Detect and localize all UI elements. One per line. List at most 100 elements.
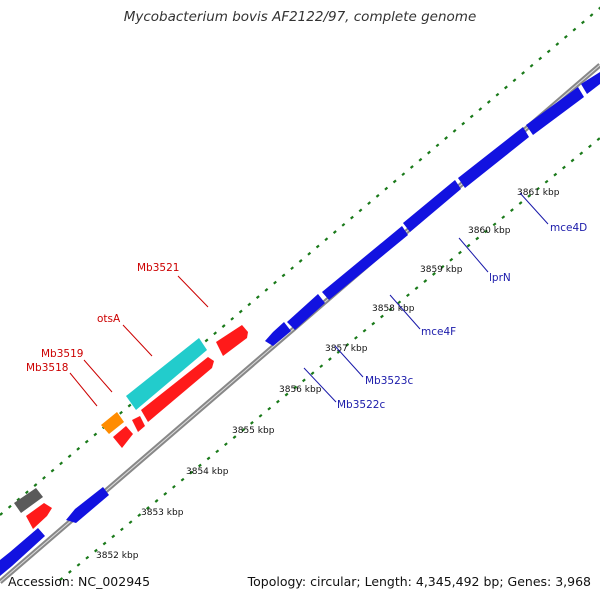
outer-ring-tick — [401, 172, 406, 177]
inner-ring-tick — [371, 321, 376, 326]
gene-Mb3519[interactable] — [113, 426, 133, 448]
outer-ring-tick — [478, 107, 483, 112]
leader-mce4F — [389, 294, 421, 330]
gene-Mb3518[interactable] — [101, 412, 124, 434]
inner-ring-tick — [484, 229, 488, 234]
inner-ring-tick — [85, 555, 90, 560]
outer-ring-tick — [426, 150, 431, 155]
gene-otsA[interactable] — [126, 338, 207, 410]
scale-label-3855: 3855 kbp — [232, 426, 275, 436]
scale-label-3854: 3854 kbp — [186, 467, 229, 477]
gene-reverse-1[interactable] — [0, 528, 45, 576]
gene-reverse-3[interactable] — [265, 322, 291, 346]
inner-ring-tick — [163, 491, 168, 496]
outer-ring-tick — [555, 42, 560, 46]
outer-ring-tick — [435, 143, 440, 148]
inner-ring-tick — [570, 158, 575, 163]
outer-ring-tick — [16, 497, 21, 502]
inner-ring-tick — [197, 463, 202, 468]
outer-ring-tick — [341, 222, 346, 227]
gene-reverse-9[interactable] — [581, 72, 600, 94]
outer-ring-tick — [247, 302, 252, 307]
gene-forward-long[interactable] — [141, 357, 214, 422]
outer-ring-tick — [42, 475, 46, 480]
inner-ring-tick — [492, 222, 497, 227]
scale-label-3861: 3861 kbp — [517, 188, 560, 198]
outer-ring-tick — [7, 504, 12, 509]
inner-ring-tick — [267, 406, 272, 411]
inner-ring-tick — [310, 371, 315, 376]
inner-ring-tick — [423, 279, 428, 283]
inner-ring-tick — [562, 165, 566, 170]
inner-ring-tick — [137, 513, 142, 518]
gene-Mb3521[interactable] — [216, 325, 248, 356]
label-Mb3521: Mb3521 — [137, 262, 179, 274]
outer-ring-tick — [529, 63, 534, 68]
inner-ring-tick — [406, 293, 410, 298]
inner-ring-tick — [518, 201, 523, 205]
outer-ring-tick — [84, 439, 89, 444]
inner-ring-tick — [258, 413, 263, 418]
outer-ring-tick — [350, 215, 354, 220]
outer-ring-tick — [76, 447, 81, 451]
label-otsA: otsA — [97, 313, 121, 325]
scale-label-3856: 3856 kbp — [279, 385, 322, 395]
inner-ring-tick — [510, 208, 514, 212]
label-Mb3522c: Mb3522c — [337, 399, 385, 411]
inner-ring-tick — [284, 392, 289, 397]
outer-ring-tick — [298, 259, 303, 263]
outer-ring-tick — [33, 483, 38, 487]
outer-ring-tick — [315, 244, 320, 249]
inner-ring-tick — [553, 172, 558, 177]
leader-otsA — [122, 324, 153, 357]
gene-reverse-2[interactable] — [66, 487, 109, 523]
leader-Mb3521 — [177, 275, 209, 308]
outer-ring-tick — [290, 266, 295, 271]
label-Mb3518: Mb3518 — [26, 362, 68, 374]
scale-label-3857: 3857 kbp — [325, 344, 368, 354]
leader-Mb3522c — [303, 367, 337, 403]
outer-ring-tick — [418, 157, 423, 162]
inner-ring-tick — [189, 470, 194, 475]
scale-label-3852: 3852 kbp — [96, 551, 139, 561]
gene-reverse-6[interactable] — [403, 180, 461, 232]
inner-ring-tick — [111, 534, 116, 539]
scale-label-3853: 3853 kbp — [141, 508, 184, 518]
outer-ring-tick — [255, 295, 260, 299]
gene-reverse-7[interactable] — [458, 127, 529, 188]
accession-info: Accession: NC_002945 — [8, 574, 151, 589]
genome-summary: Topology: circular; Length: 4,345,492 bp… — [247, 574, 591, 589]
inner-ring-tick — [275, 399, 280, 404]
outer-ring-tick — [93, 432, 98, 437]
inner-ring-tick — [457, 250, 462, 255]
scale-label-3858: 3858 kbp — [372, 304, 415, 314]
label-lprN: lprN — [489, 272, 511, 284]
gene-reverse-5[interactable] — [322, 226, 408, 300]
gene-forward-small[interactable] — [132, 416, 145, 432]
inner-ring-tick — [345, 343, 350, 347]
outer-ring-tick — [67, 454, 72, 459]
gene-forward-1[interactable] — [26, 503, 52, 529]
outer-ring-tick — [444, 136, 449, 140]
inner-ring-tick — [249, 421, 254, 425]
outer-ring-tick — [581, 20, 585, 25]
inner-ring-tick — [327, 357, 332, 361]
outer-ring-tick — [503, 85, 508, 90]
gene-misc[interactable] — [14, 488, 43, 513]
inner-ring-tick — [154, 499, 159, 503]
outer-ring-tick — [572, 27, 577, 32]
outer-ring-tick — [409, 165, 414, 169]
inner-ring-tick — [527, 194, 532, 198]
outer-ring-tick — [127, 403, 132, 408]
gene-reverse-4[interactable] — [287, 294, 325, 330]
outer-ring-tick — [324, 237, 329, 242]
outer-ring-tick — [281, 273, 286, 278]
inner-ring-tick — [206, 456, 211, 461]
outer-ring-tick — [486, 100, 491, 104]
gene-reverse-8[interactable] — [526, 87, 584, 135]
outer-ring-tick — [221, 324, 226, 328]
outer-tick-ring — [0, 6, 600, 516]
inner-ring-tick — [414, 286, 419, 290]
